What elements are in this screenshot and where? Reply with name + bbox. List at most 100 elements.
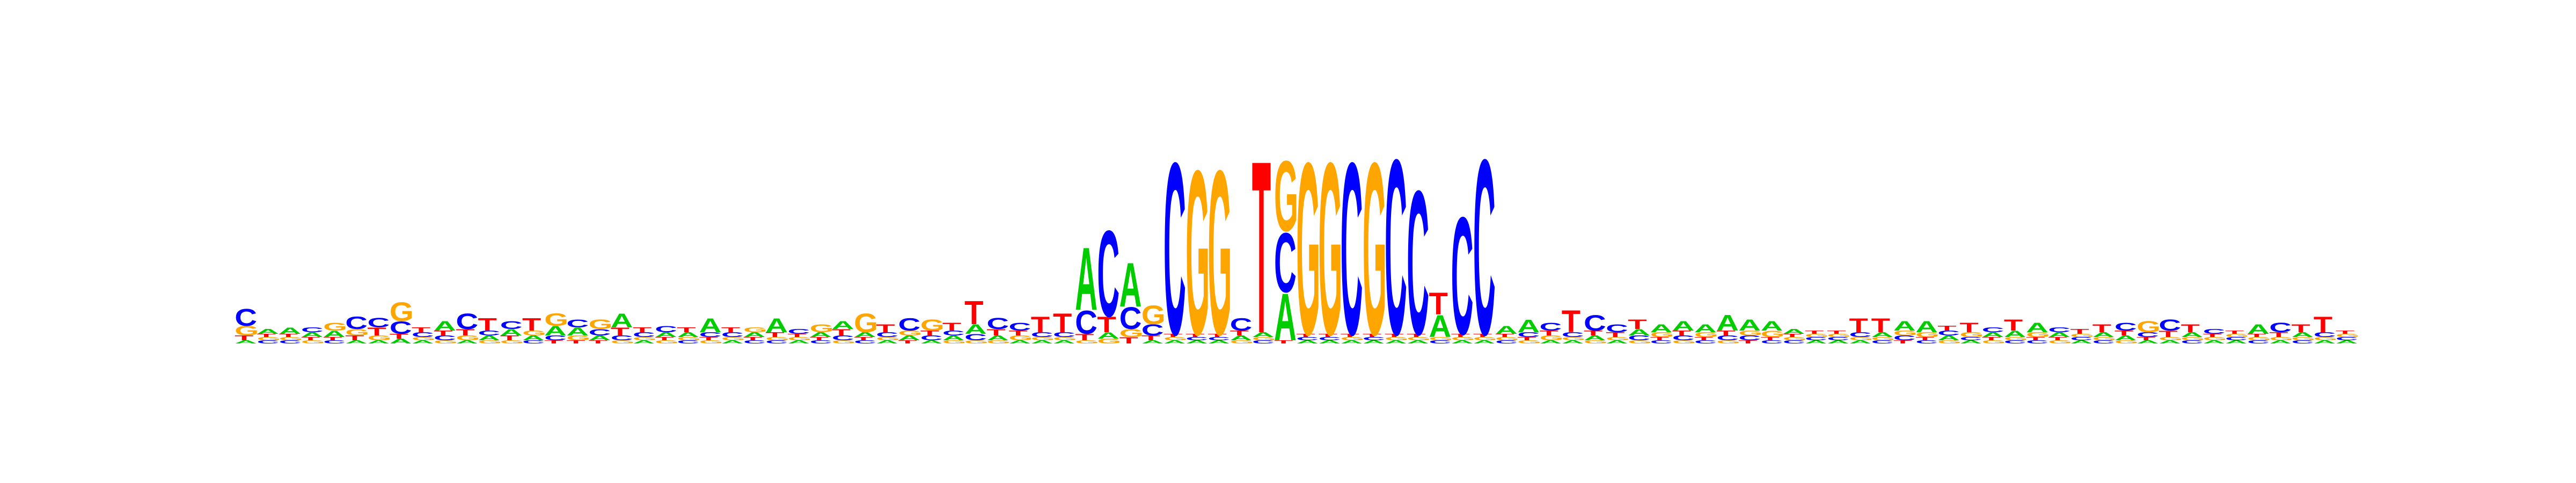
logo-letter-G-pos-76: G [1893, 330, 1918, 337]
logo-letter-T-pos-50: T [1318, 333, 1337, 338]
logo-letter-G-pos-53: G [1385, 336, 1409, 341]
logo-letter-T-pos-41: T [1119, 335, 1138, 346]
logo-letter-G-pos-91: G [2225, 333, 2249, 338]
logo-letter-G-pos-59: G [1517, 340, 1541, 345]
logo-letter-A-pos-59: A [1517, 316, 1540, 336]
logo-letter-C-pos-30: C [876, 331, 898, 339]
logo-letter-T-pos-72: T [1805, 330, 1824, 335]
logo-letter-G-pos-58: G [1495, 336, 1519, 341]
logo-letter-T-pos-8: T [390, 333, 409, 340]
logo-letter-C-pos-21: C [677, 340, 699, 345]
logo-letter-A-pos-80: A [1982, 331, 2004, 339]
logo-letter-A-pos-67: A [1694, 323, 1717, 335]
logo-letter-C-pos-1: C [235, 304, 257, 332]
logo-letter-C-pos-60: C [1540, 321, 1562, 333]
logo-letter-A-pos-3: A [279, 326, 302, 336]
logo-letter-T-pos-67: T [1694, 336, 1713, 341]
logo-letter-G-pos-39: G [1075, 340, 1099, 345]
logo-letter-A-pos-23: A [721, 340, 744, 345]
logo-letter-A-pos-62: A [1584, 334, 1606, 342]
logo-letter-G-pos-64: G [1628, 340, 1652, 345]
logo-letter-G-pos-21: G [677, 336, 701, 341]
logo-letter-G-pos-10: G [434, 340, 458, 345]
logo-letter-T-pos-92: T [2247, 333, 2266, 338]
logo-letter-A-pos-64: A [1628, 327, 1650, 338]
logo-letter-A-pos-86: A [2114, 334, 2137, 342]
logo-letter-C-pos-65: C [1650, 340, 1673, 345]
logo-letter-A-pos-10: A [434, 319, 456, 334]
logo-letter-T-pos-81: T [2004, 317, 2023, 334]
logo-letter-T-pos-35: T [986, 327, 1005, 338]
logo-letter-A-pos-33: A [942, 334, 965, 342]
logo-letter-C-pos-83: C [2048, 326, 2070, 334]
logo-letter-G-pos-72: G [1805, 333, 1829, 338]
logo-letter-T-pos-86: T [2114, 330, 2134, 337]
logo-letter-C-pos-34: C [964, 332, 987, 342]
logo-letter-A-pos-51: A [1341, 340, 1363, 345]
logo-letter-G-pos-27: G [810, 323, 834, 335]
logo-letter-T-pos-61: T [1562, 304, 1580, 339]
logo-letter-A-pos-40: A [1097, 331, 1119, 341]
logo-letter-C-pos-29: C [854, 340, 876, 345]
logo-letter-A-pos-39: A [1075, 229, 1097, 329]
logo-letter-G-pos-13: G [500, 340, 524, 345]
logo-letter-T-pos-29: T [854, 336, 873, 341]
logo-letter-A-pos-29: A [854, 331, 876, 339]
logo-letter-A-pos-18: A [611, 310, 633, 332]
logo-letter-T-pos-18: T [611, 326, 630, 338]
logo-letter-T-pos-34: T [964, 294, 984, 332]
logo-letter-C-pos-66: C [1672, 334, 1695, 342]
logo-letter-T-pos-75: T [1871, 314, 1891, 337]
logo-letter-T-pos-78: T [1937, 325, 1957, 332]
logo-letter-T-pos-56: T [1451, 333, 1470, 338]
logo-letter-T-pos-79: T [1959, 320, 1978, 335]
logo-letter-G-pos-12: G [478, 340, 502, 345]
logo-letter-T-pos-47: T [1252, 110, 1271, 385]
logo-letter-A-pos-78: A [1937, 334, 1960, 342]
logo-letter-A-pos-49: A [1296, 340, 1319, 345]
logo-letter-T-pos-13: T [500, 334, 519, 342]
logo-letter-T-pos-85: T [2092, 323, 2112, 335]
logo-letter-T-pos-9: T [412, 326, 431, 334]
logo-letter-G-pos-65: G [1650, 331, 1674, 339]
logo-letter-A-pos-22: A [699, 314, 722, 337]
logo-letter-T-pos-28: T [832, 327, 851, 338]
logo-letter-A-pos-52: A [1363, 340, 1385, 345]
logo-letter-T-pos-4: T [301, 336, 320, 341]
logo-letter-G-pos-74: G [1849, 336, 1873, 341]
logo-letter-A-pos-56: A [1451, 340, 1474, 345]
logo-letter-C-pos-58: C [1495, 340, 1518, 345]
logo-letter-G-pos-54: G [1407, 336, 1431, 341]
logo-letter-T-pos-84: T [2070, 328, 2090, 335]
logo-letter-A-pos-74: A [1849, 340, 1871, 345]
logo-letter-T-pos-58: T [1495, 333, 1514, 338]
logo-letter-A-pos-30: A [876, 340, 898, 345]
logo-letter-A-pos-16: A [566, 326, 589, 338]
logo-letter-C-pos-79: C [1959, 336, 1982, 341]
logo-letter-T-pos-20: T [655, 336, 674, 341]
logo-letter-A-pos-17: A [589, 334, 611, 342]
logo-letter-T-pos-65: T [1650, 336, 1669, 341]
logo-letter-C-pos-76: C [1893, 334, 1916, 342]
logo-letter-G-pos-79: G [1959, 331, 1984, 339]
logo-letter-G-pos-60: G [1540, 334, 1564, 342]
logo-letter-A-pos-48: A [1274, 280, 1297, 355]
logo-letter-T-pos-57: T [1473, 333, 1492, 338]
logo-letter-A-pos-61: A [1562, 340, 1584, 345]
logo-letter-T-pos-68: T [1716, 330, 1736, 337]
logo-letter-G-pos-2: G [257, 336, 281, 341]
logo-letter-A-pos-89: A [2181, 331, 2204, 339]
logo-letter-T-pos-73: T [1827, 330, 1846, 335]
logo-letter-G-pos-22: G [699, 340, 723, 345]
logo-letter-T-pos-64: T [1628, 317, 1646, 332]
logo-letter-A-pos-60: A [1540, 340, 1562, 345]
logo-letter-G-pos-88: G [2158, 336, 2183, 341]
logo-letter-G-pos-96: G [2336, 333, 2360, 338]
logo-letter-C-pos-9: C [412, 331, 434, 339]
logo-letter-C-pos-28: C [832, 334, 854, 342]
logo-letter-A-pos-31: A [898, 334, 920, 342]
logo-letter-A-pos-79: A [1959, 340, 1982, 345]
logo-letter-C-pos-31: C [898, 314, 920, 334]
logo-letter-C-pos-95: C [2314, 331, 2336, 339]
logo-letter-C-pos-15: C [544, 334, 567, 342]
